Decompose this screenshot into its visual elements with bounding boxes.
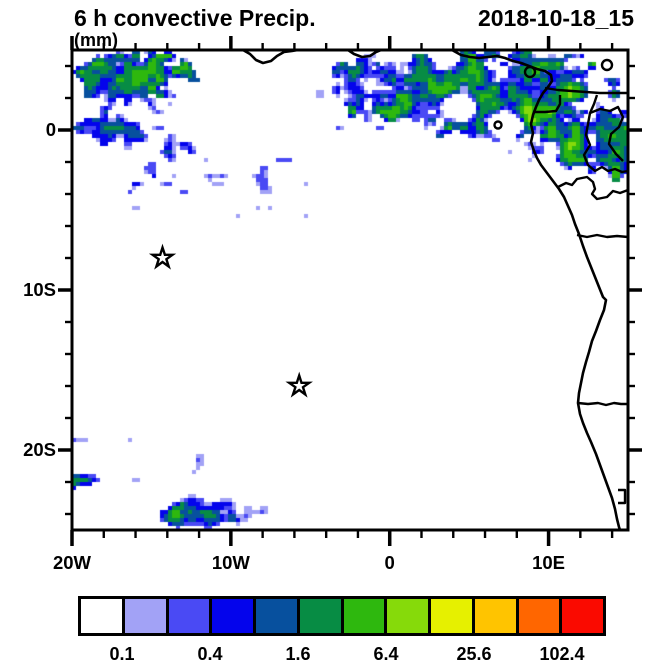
coastline-path bbox=[242, 48, 299, 65]
units-label: (mm) bbox=[74, 30, 118, 50]
colorbar-label: 102.4 bbox=[539, 644, 585, 664]
x-axis-label: 10W bbox=[211, 552, 250, 573]
x-axis-label: 20W bbox=[52, 552, 92, 573]
colorbar-cell bbox=[387, 599, 431, 633]
precip-field-canvas bbox=[72, 50, 628, 530]
country-border-path bbox=[577, 401, 628, 407]
colorbar bbox=[78, 596, 606, 636]
map-border bbox=[70, 48, 630, 532]
colorbar-cell bbox=[168, 599, 213, 633]
country-border-path bbox=[576, 233, 629, 239]
y-axis-label: 10S bbox=[23, 279, 56, 300]
colorbar-cell bbox=[256, 599, 300, 633]
colorbar-label: 1.6 bbox=[285, 644, 311, 664]
island-circle bbox=[600, 58, 614, 72]
country-border-path bbox=[533, 95, 562, 114]
colorbar-cell bbox=[343, 599, 388, 633]
y-axis-label: 20S bbox=[23, 439, 56, 460]
island-circle bbox=[493, 120, 503, 130]
country-border-path bbox=[582, 94, 629, 174]
colorbar-cell bbox=[299, 599, 344, 633]
station-star-marker bbox=[148, 243, 177, 270]
colorbar-label: 6.4 bbox=[373, 644, 399, 664]
colorbar-cell bbox=[431, 599, 475, 633]
country-border-path bbox=[589, 105, 625, 162]
country-border-path bbox=[557, 175, 629, 201]
coastline-path bbox=[347, 48, 382, 59]
colorbar-cell bbox=[562, 599, 603, 633]
colorbar-cell bbox=[212, 599, 256, 633]
station-star-marker bbox=[285, 371, 313, 398]
figure-title: 6 h convective Precip. bbox=[74, 5, 316, 31]
colorbar-cell bbox=[518, 599, 563, 633]
colorbar-cell bbox=[124, 599, 169, 633]
country-border-path bbox=[618, 488, 627, 505]
x-axis-label: 10E bbox=[532, 552, 566, 573]
x-axis-label: 0 bbox=[384, 552, 395, 573]
colorbar-label: 0.1 bbox=[109, 644, 135, 664]
country-border-path bbox=[544, 86, 628, 95]
colorbar-cell bbox=[474, 599, 519, 633]
colorbar-label: 0.4 bbox=[197, 644, 223, 664]
coastline-path bbox=[451, 48, 622, 531]
figure-date: 2018-10-18_15 bbox=[477, 5, 634, 31]
island-circle bbox=[523, 65, 537, 79]
y-axis-label: 0 bbox=[45, 119, 56, 140]
colorbar-label: 25.6 bbox=[456, 644, 492, 664]
colorbar-cell bbox=[81, 599, 125, 633]
